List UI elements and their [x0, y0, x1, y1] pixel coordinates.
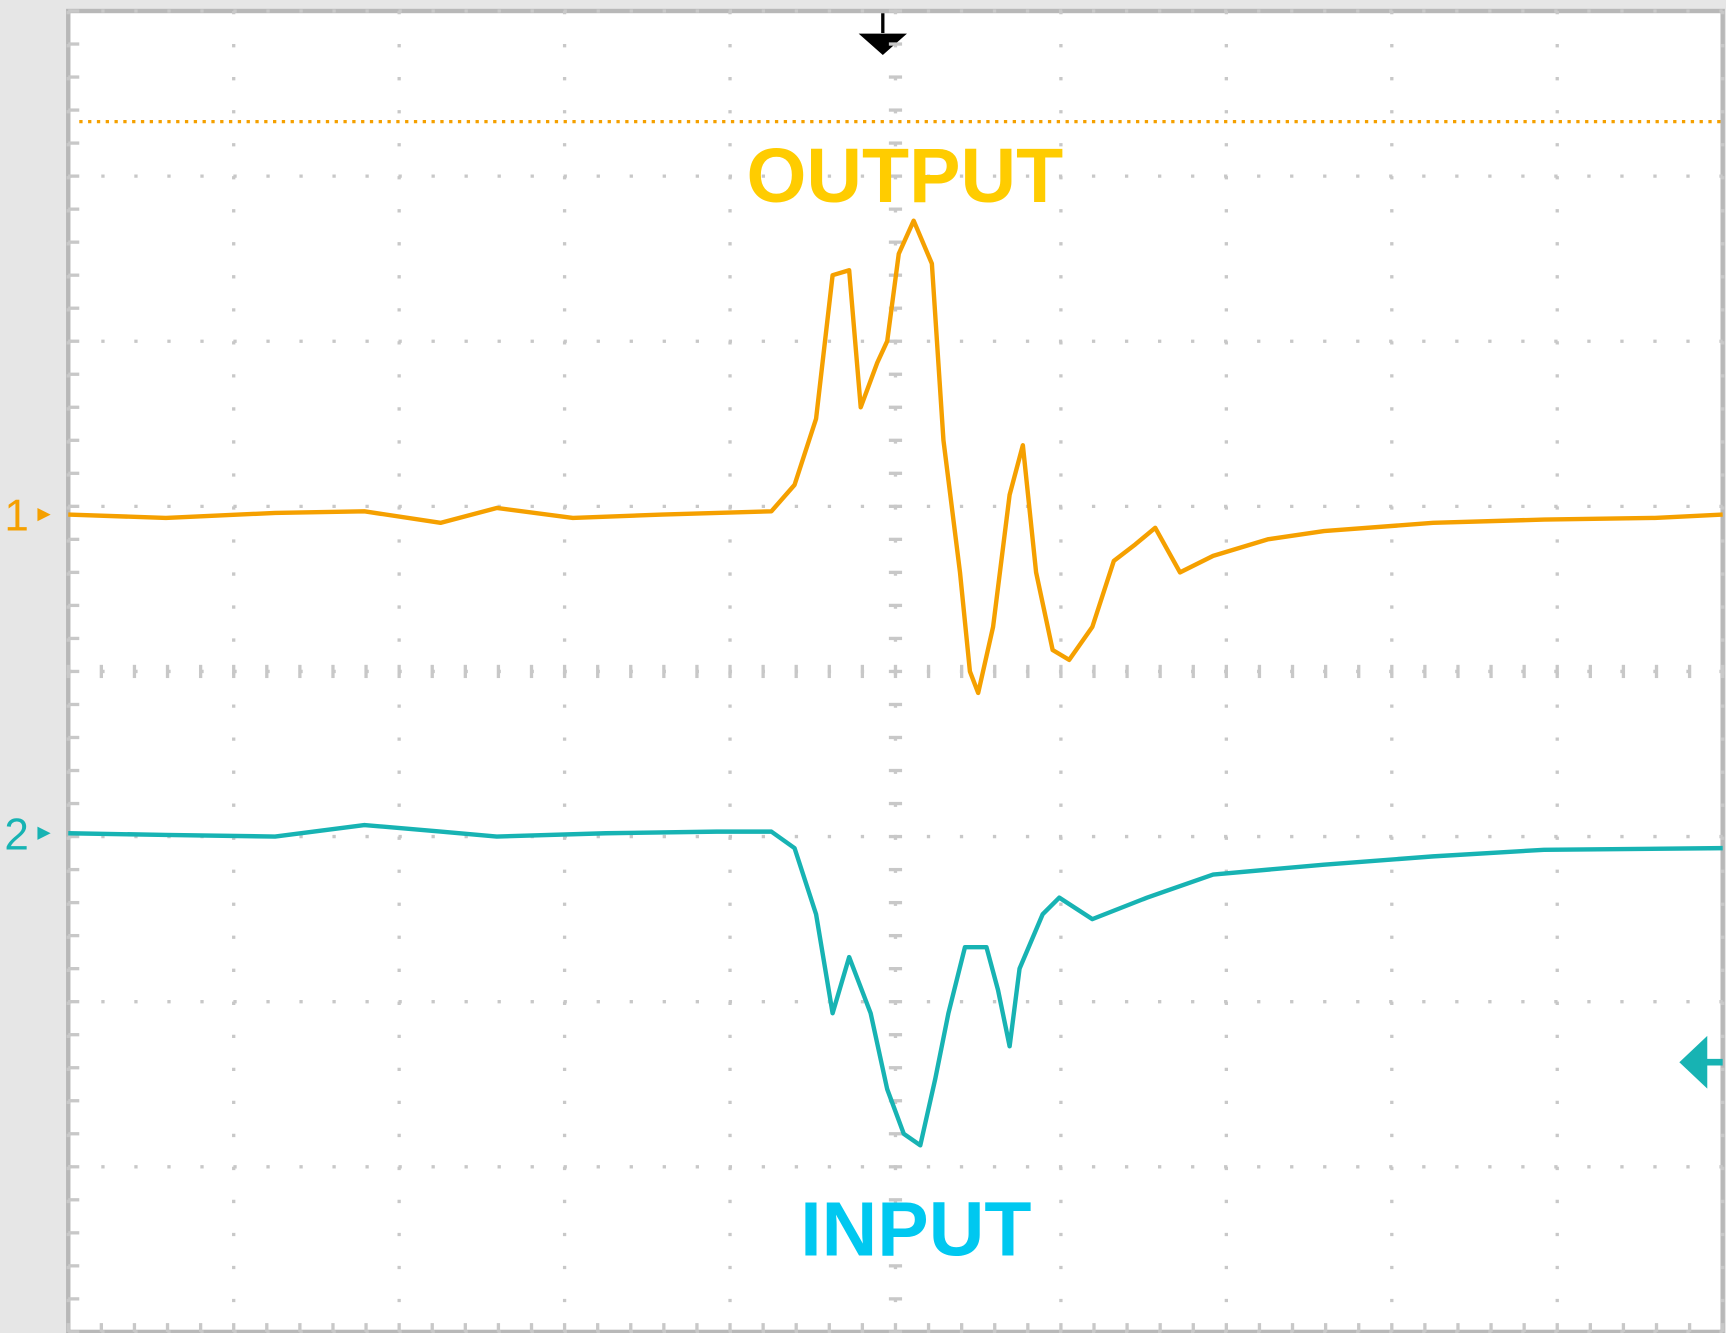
channel-marker — [37, 826, 51, 840]
trace-label: INPUT — [800, 1186, 1031, 1272]
channel-label: 1 — [4, 492, 28, 541]
channel-label: 2 — [4, 810, 28, 859]
trace — [68, 822, 1723, 1148]
trace — [68, 218, 1723, 696]
channel-offset-arrow — [1679, 1035, 1723, 1089]
channel-marker — [37, 507, 51, 522]
trace-label: OUTPUT — [746, 133, 1063, 219]
